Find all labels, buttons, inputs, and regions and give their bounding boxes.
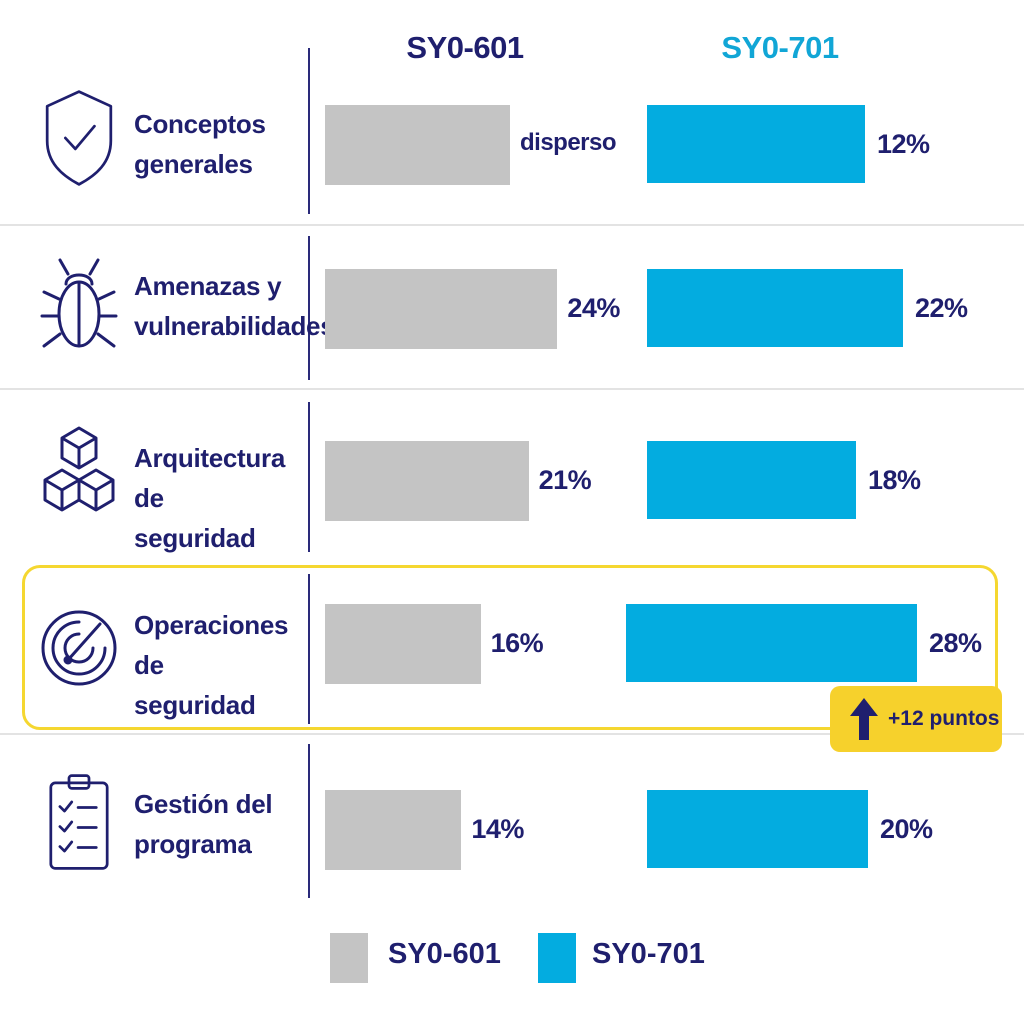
vertical-separator bbox=[308, 574, 310, 724]
vertical-separator bbox=[308, 402, 310, 552]
category-label: Conceptos generales bbox=[134, 109, 266, 179]
bar-sy0-701 bbox=[647, 269, 903, 347]
value-label-sy0-601: 16% bbox=[490, 628, 544, 658]
category-label: Arquitectura de seguridad bbox=[134, 443, 285, 553]
category-label: Amenazas y vulnerabilidades bbox=[134, 271, 335, 341]
value-label-sy0-601: 21% bbox=[538, 465, 592, 495]
row-divider bbox=[0, 733, 1024, 735]
shield-check-icon bbox=[38, 88, 120, 188]
bar-sy0-701 bbox=[647, 441, 856, 519]
legend-swatch-sy0-701 bbox=[538, 933, 576, 983]
clipboard-checklist-icon bbox=[38, 772, 120, 872]
value-label-sy0-601: 14% bbox=[471, 814, 524, 844]
bar-sy0-601 bbox=[325, 790, 462, 870]
value-label-sy0-701: 18% bbox=[868, 465, 921, 495]
cubes-icon bbox=[38, 424, 120, 524]
increase-badge: +12 puntos bbox=[830, 686, 1002, 752]
arrow-up-icon bbox=[850, 698, 878, 740]
value-label-sy0-601: disperso bbox=[520, 129, 617, 156]
vertical-separator bbox=[308, 48, 310, 214]
radar-icon bbox=[38, 598, 120, 698]
column-header-sy0-701: SY0-701 bbox=[721, 30, 839, 65]
highlight-frame bbox=[22, 565, 998, 730]
legend-label-sy0-701: SY0-701 bbox=[592, 938, 705, 970]
column-header-sy0-601: SY0-601 bbox=[406, 30, 524, 65]
value-label-sy0-701: 20% bbox=[880, 814, 933, 844]
row-divider bbox=[0, 224, 1024, 226]
bar-sy0-701 bbox=[626, 604, 917, 682]
vertical-separator bbox=[308, 744, 310, 898]
bar-sy0-701 bbox=[647, 105, 865, 183]
value-label-sy0-701: 28% bbox=[929, 628, 982, 658]
bar-sy0-701 bbox=[647, 790, 868, 868]
value-label-sy0-601: 24% bbox=[567, 293, 620, 323]
value-label-sy0-701: 22% bbox=[915, 293, 968, 323]
value-label-sy0-701: 12% bbox=[877, 129, 930, 159]
bar-sy0-601 bbox=[325, 604, 481, 684]
category-label: Operaciones de seguridad bbox=[134, 610, 289, 720]
bar-sy0-601 bbox=[325, 105, 510, 185]
vertical-separator bbox=[308, 236, 310, 380]
legend-swatch-sy0-601 bbox=[330, 933, 368, 983]
bar-sy0-601 bbox=[325, 441, 529, 521]
legend-label-sy0-601: SY0-601 bbox=[388, 938, 501, 970]
badge-text: +12 puntos bbox=[888, 707, 1000, 730]
bug-icon bbox=[38, 254, 120, 354]
category-label: Gestión del programa bbox=[134, 789, 273, 859]
bar-sy0-601 bbox=[325, 269, 558, 349]
row-divider bbox=[0, 388, 1024, 390]
